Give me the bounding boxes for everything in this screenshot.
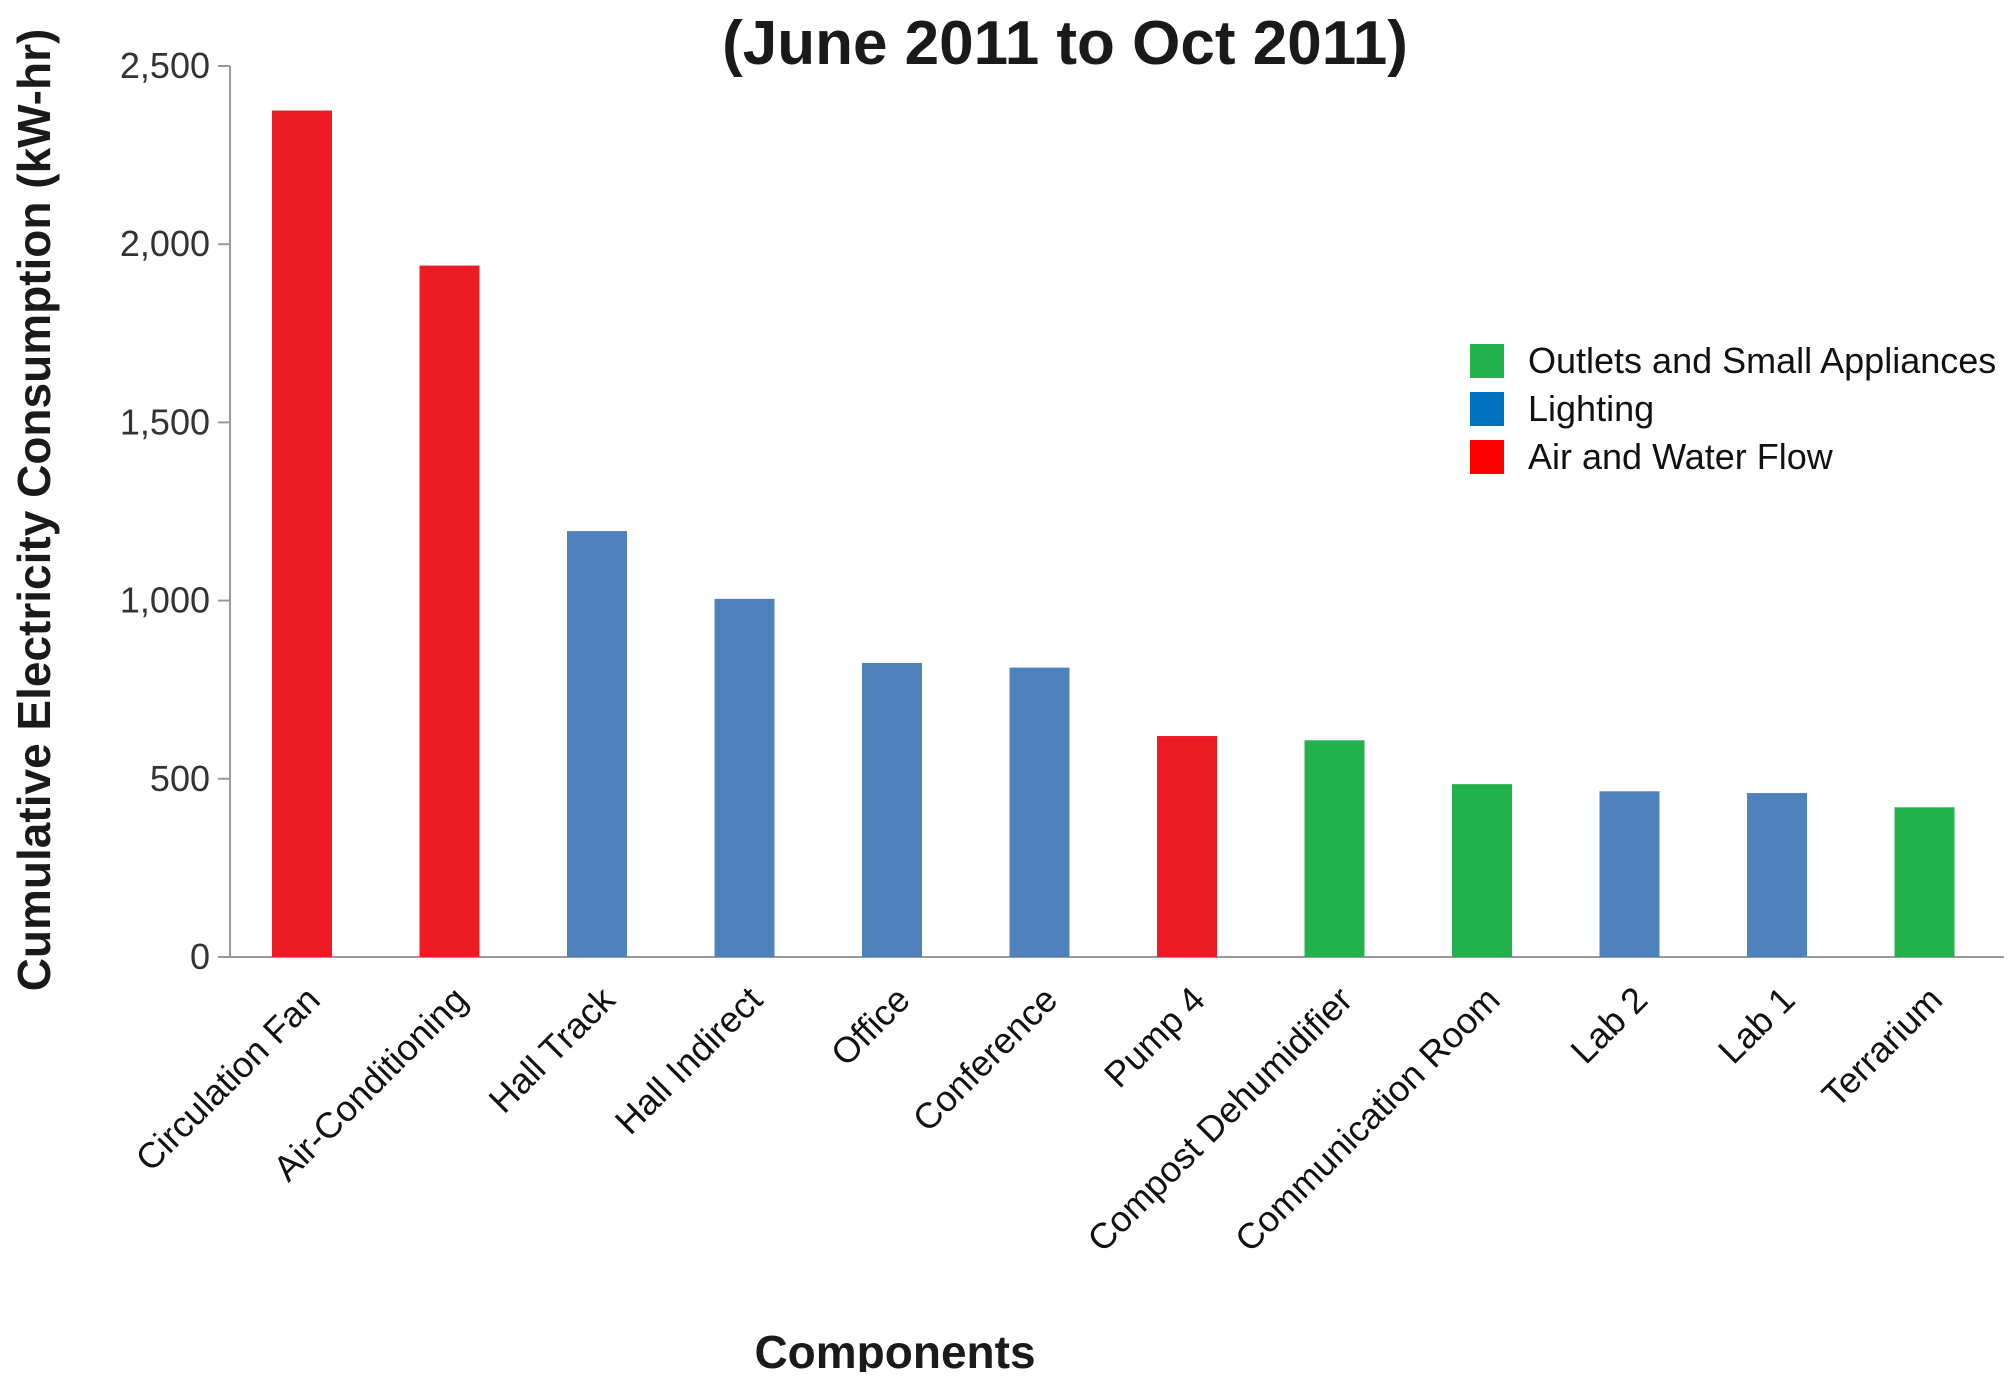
- y-tick-label: 1,500: [120, 401, 210, 442]
- bar: [714, 598, 775, 957]
- bar: [862, 662, 922, 957]
- y-tick-label: 1,000: [120, 580, 210, 621]
- bar: [1599, 791, 1660, 957]
- bar: [567, 531, 627, 957]
- legend-label: Air and Water Flow: [1528, 436, 1834, 477]
- x-tick-label: Communication Room: [1227, 979, 1508, 1260]
- bars: [272, 110, 1955, 958]
- bar: [1009, 667, 1070, 957]
- x-tick-label: Conference: [905, 979, 1066, 1140]
- y-axis: 0 500 1,000 1,500 2,000 2,500: [120, 45, 231, 977]
- y-tick-label: 2,500: [120, 45, 210, 86]
- legend-label: Outlets and Small Appliances: [1528, 340, 1996, 381]
- y-axis-title: Cumulative Electricity Consumption (kW-h…: [8, 29, 60, 992]
- y-tick-label: 500: [150, 758, 210, 799]
- bar: [1157, 736, 1217, 957]
- x-tick-label: Terrarium: [1814, 979, 1950, 1115]
- bar: [419, 265, 480, 958]
- bar: [1747, 793, 1807, 957]
- x-tick-label: Hall Track: [481, 978, 624, 1121]
- bar: [1304, 740, 1365, 957]
- legend-swatch: [1470, 392, 1504, 426]
- x-tick-label: Lab 2: [1562, 979, 1655, 1072]
- x-tick-label: Hall Indirect: [607, 979, 770, 1142]
- bar: [1452, 784, 1512, 957]
- x-tick-label: Compost Dehumidifier: [1079, 979, 1360, 1260]
- x-tick-label: Pump 4: [1096, 979, 1213, 1096]
- x-tick-label: Lab 1: [1710, 979, 1803, 1072]
- y-tick-label: 2,000: [120, 223, 210, 264]
- bar: [1894, 807, 1955, 957]
- legend-label: Lighting: [1528, 388, 1654, 429]
- legend: Outlets and Small Appliances Lighting Air …: [1470, 340, 1996, 477]
- bar: [272, 110, 332, 958]
- legend-swatch: [1470, 440, 1504, 474]
- chart-title: (June 2011 to Oct 2011): [722, 9, 1408, 78]
- legend-swatch: [1470, 344, 1504, 378]
- x-axis-title: Components: [754, 1326, 1035, 1372]
- x-tick-label: Office: [823, 979, 918, 1074]
- y-tick-label: 0: [190, 936, 210, 977]
